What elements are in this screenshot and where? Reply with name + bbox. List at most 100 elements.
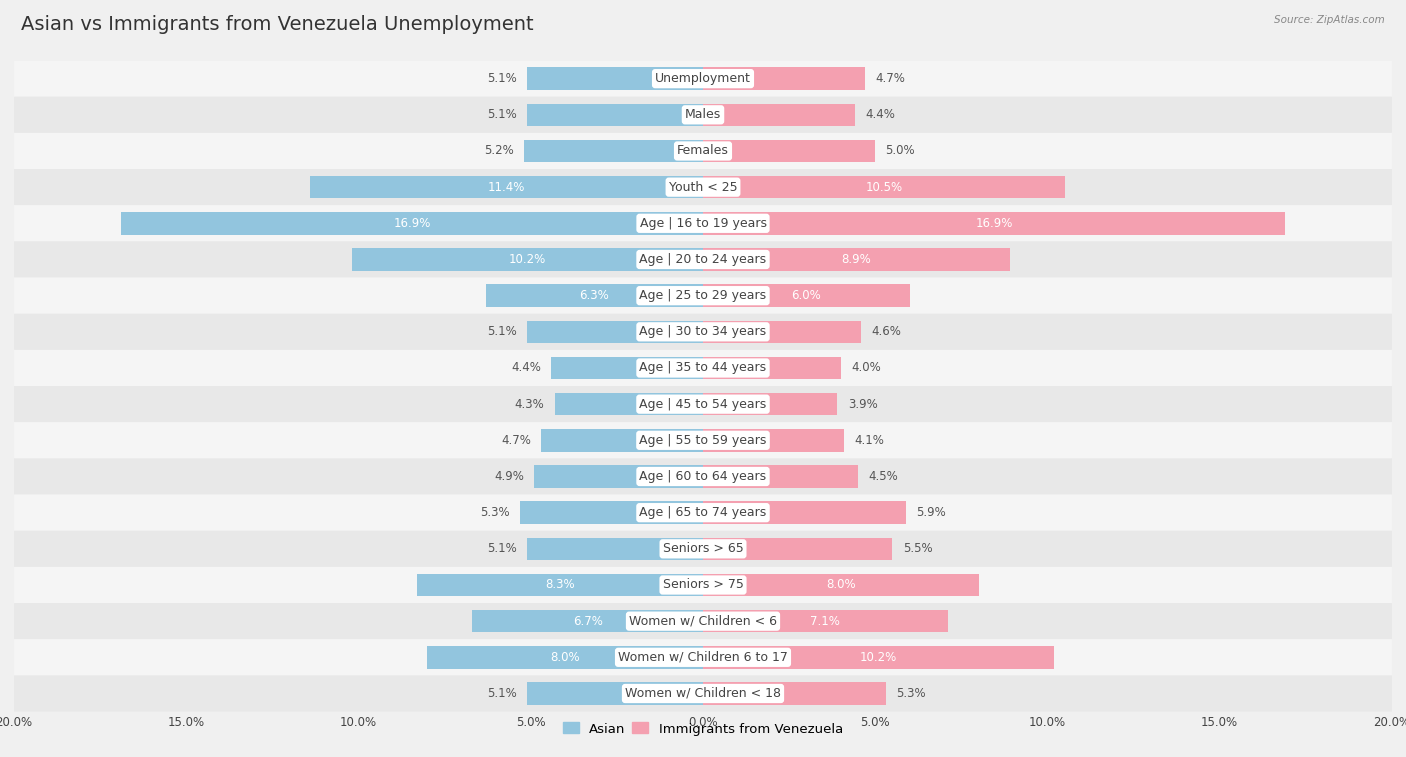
Text: 5.3%: 5.3%: [481, 506, 510, 519]
Text: 5.1%: 5.1%: [488, 326, 517, 338]
FancyBboxPatch shape: [14, 386, 1392, 422]
Bar: [703, 610, 948, 632]
Text: 4.6%: 4.6%: [872, 326, 901, 338]
Text: 8.3%: 8.3%: [546, 578, 575, 591]
FancyBboxPatch shape: [14, 133, 1392, 169]
Text: 4.3%: 4.3%: [515, 397, 544, 410]
Text: 16.9%: 16.9%: [976, 217, 1012, 230]
FancyBboxPatch shape: [14, 603, 1392, 639]
FancyBboxPatch shape: [14, 278, 1392, 313]
Bar: [352, 248, 703, 271]
Bar: [555, 393, 703, 416]
Text: Age | 35 to 44 years: Age | 35 to 44 years: [640, 362, 766, 375]
Bar: [486, 285, 703, 307]
Text: Women w/ Children < 18: Women w/ Children < 18: [626, 687, 780, 700]
Text: 5.5%: 5.5%: [903, 542, 932, 556]
Text: 5.9%: 5.9%: [917, 506, 946, 519]
FancyBboxPatch shape: [14, 531, 1392, 567]
Bar: [121, 212, 703, 235]
Bar: [703, 682, 886, 705]
Text: Youth < 25: Youth < 25: [669, 181, 737, 194]
Bar: [703, 212, 1285, 235]
Text: 7.1%: 7.1%: [810, 615, 841, 628]
Bar: [520, 501, 703, 524]
FancyBboxPatch shape: [14, 97, 1392, 133]
Bar: [524, 140, 703, 162]
Text: 4.0%: 4.0%: [851, 362, 882, 375]
FancyBboxPatch shape: [14, 241, 1392, 278]
Text: Age | 20 to 24 years: Age | 20 to 24 years: [640, 253, 766, 266]
Text: 6.7%: 6.7%: [572, 615, 603, 628]
FancyBboxPatch shape: [14, 567, 1392, 603]
Bar: [703, 104, 855, 126]
FancyBboxPatch shape: [14, 459, 1392, 494]
Bar: [703, 285, 910, 307]
Text: 10.2%: 10.2%: [860, 651, 897, 664]
Bar: [703, 574, 979, 597]
Text: 5.2%: 5.2%: [484, 145, 513, 157]
Bar: [527, 104, 703, 126]
Bar: [527, 321, 703, 343]
Text: 4.7%: 4.7%: [875, 72, 905, 85]
Text: 4.4%: 4.4%: [512, 362, 541, 375]
Bar: [534, 466, 703, 488]
Bar: [703, 67, 865, 90]
Text: Source: ZipAtlas.com: Source: ZipAtlas.com: [1274, 15, 1385, 25]
Bar: [551, 357, 703, 379]
Bar: [527, 537, 703, 560]
Bar: [527, 682, 703, 705]
FancyBboxPatch shape: [14, 350, 1392, 386]
Text: 10.5%: 10.5%: [865, 181, 903, 194]
Bar: [527, 67, 703, 90]
Bar: [703, 248, 1010, 271]
Bar: [703, 140, 875, 162]
Legend: Asian, Immigrants from Venezuela: Asian, Immigrants from Venezuela: [558, 717, 848, 741]
Bar: [418, 574, 703, 597]
Text: 11.4%: 11.4%: [488, 181, 526, 194]
Bar: [703, 466, 858, 488]
FancyBboxPatch shape: [14, 169, 1392, 205]
FancyBboxPatch shape: [14, 205, 1392, 241]
Bar: [703, 321, 862, 343]
Text: Males: Males: [685, 108, 721, 121]
Bar: [703, 429, 844, 451]
Text: 5.1%: 5.1%: [488, 108, 517, 121]
Text: 5.1%: 5.1%: [488, 542, 517, 556]
Text: Seniors > 75: Seniors > 75: [662, 578, 744, 591]
Bar: [541, 429, 703, 451]
Text: 8.9%: 8.9%: [841, 253, 872, 266]
Text: Age | 60 to 64 years: Age | 60 to 64 years: [640, 470, 766, 483]
Text: 8.0%: 8.0%: [550, 651, 581, 664]
Text: 4.7%: 4.7%: [501, 434, 531, 447]
Text: 4.9%: 4.9%: [494, 470, 524, 483]
Bar: [703, 646, 1054, 668]
Bar: [703, 176, 1064, 198]
Text: 5.1%: 5.1%: [488, 687, 517, 700]
Text: 16.9%: 16.9%: [394, 217, 430, 230]
Bar: [472, 610, 703, 632]
Text: Unemployment: Unemployment: [655, 72, 751, 85]
Text: 3.9%: 3.9%: [848, 397, 877, 410]
FancyBboxPatch shape: [14, 422, 1392, 459]
Text: Age | 55 to 59 years: Age | 55 to 59 years: [640, 434, 766, 447]
Text: Seniors > 65: Seniors > 65: [662, 542, 744, 556]
FancyBboxPatch shape: [14, 639, 1392, 675]
Text: 10.2%: 10.2%: [509, 253, 546, 266]
Text: 5.3%: 5.3%: [896, 687, 925, 700]
Text: Age | 65 to 74 years: Age | 65 to 74 years: [640, 506, 766, 519]
Text: 6.3%: 6.3%: [579, 289, 609, 302]
Text: Women w/ Children 6 to 17: Women w/ Children 6 to 17: [619, 651, 787, 664]
Text: 5.0%: 5.0%: [886, 145, 915, 157]
Bar: [703, 393, 838, 416]
FancyBboxPatch shape: [14, 494, 1392, 531]
Bar: [427, 646, 703, 668]
Text: Age | 45 to 54 years: Age | 45 to 54 years: [640, 397, 766, 410]
Text: Age | 30 to 34 years: Age | 30 to 34 years: [640, 326, 766, 338]
Text: Age | 25 to 29 years: Age | 25 to 29 years: [640, 289, 766, 302]
Bar: [703, 537, 893, 560]
Text: Asian vs Immigrants from Venezuela Unemployment: Asian vs Immigrants from Venezuela Unemp…: [21, 15, 534, 34]
Text: 6.0%: 6.0%: [792, 289, 821, 302]
Text: Age | 16 to 19 years: Age | 16 to 19 years: [640, 217, 766, 230]
Text: 5.1%: 5.1%: [488, 72, 517, 85]
Text: 4.5%: 4.5%: [869, 470, 898, 483]
